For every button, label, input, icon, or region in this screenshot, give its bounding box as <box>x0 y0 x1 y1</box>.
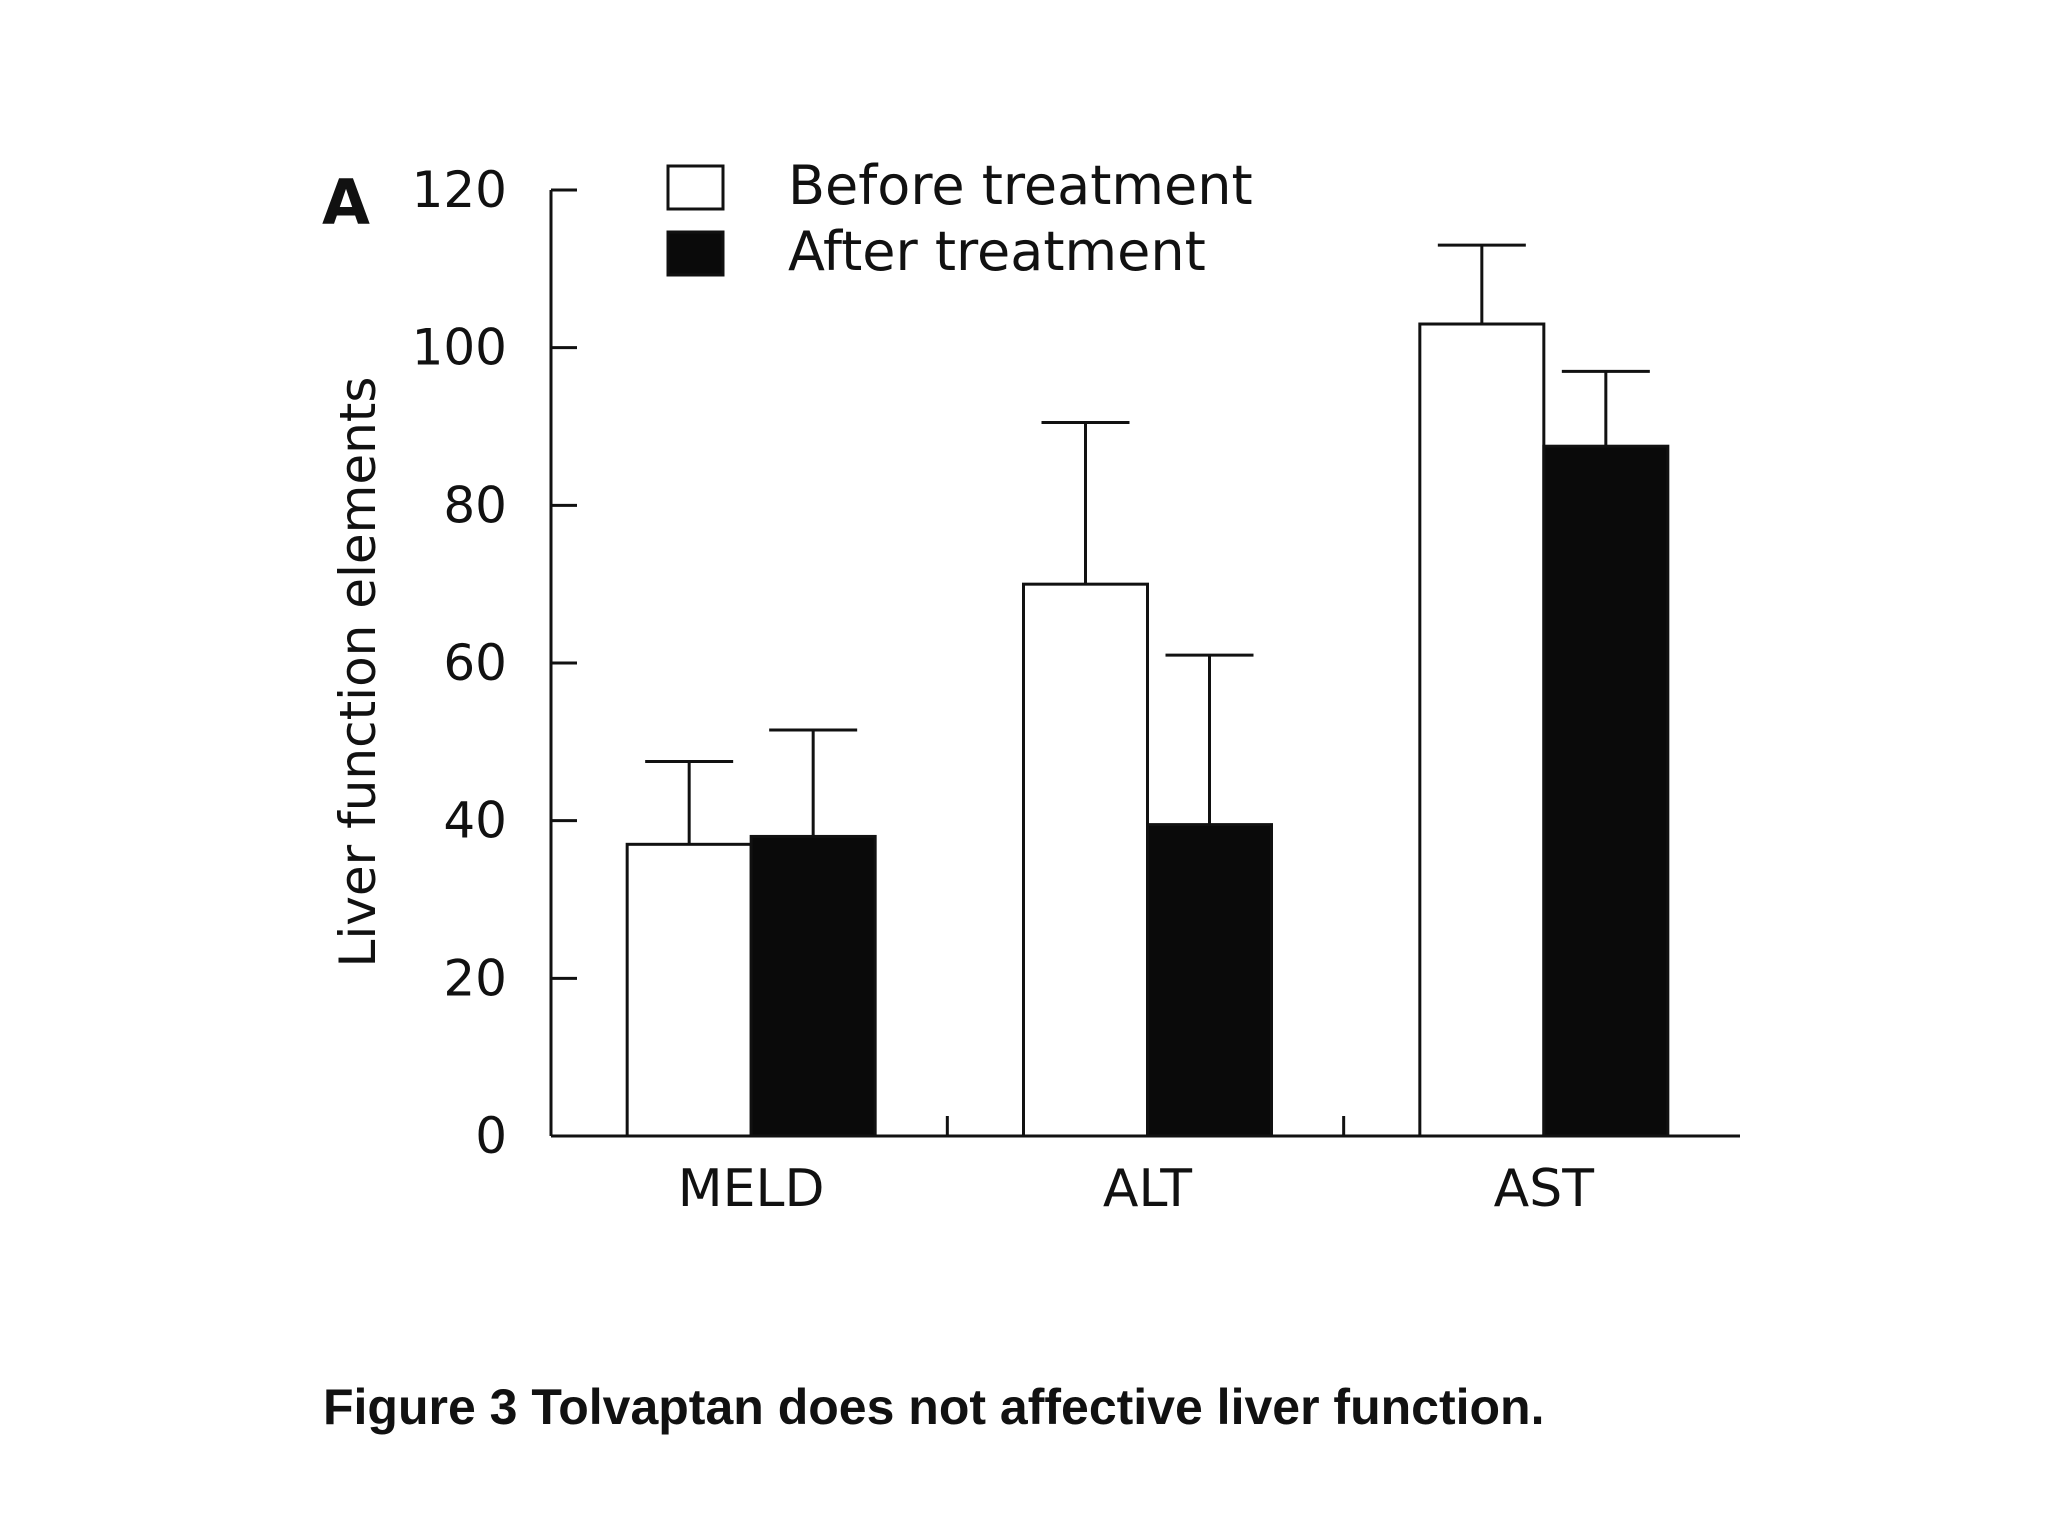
x-tick-label: ALT <box>1103 1159 1192 1219</box>
bar-meld-before <box>625 842 753 1138</box>
y-tick-label: 60 <box>443 634 507 692</box>
y-tick-label: 20 <box>443 949 507 1007</box>
bar-ast-before <box>1418 322 1546 1138</box>
bars <box>625 243 1670 1138</box>
y-axis-title: Liver function elements <box>329 377 387 968</box>
y-tick-label: 120 <box>412 161 507 219</box>
legend-label: After treatment <box>788 220 1206 283</box>
bar-alt-before <box>1022 582 1149 1138</box>
y-tick-label: 0 <box>475 1107 507 1165</box>
y-tick-label: 100 <box>412 319 507 377</box>
x-tick-label: MELD <box>678 1159 825 1219</box>
legend-swatch <box>666 164 725 211</box>
bar-ast-after <box>1542 444 1670 1138</box>
x-tick-label: AST <box>1494 1159 1595 1219</box>
bar-meld-after <box>749 834 877 1138</box>
y-tick-label: 40 <box>443 792 507 850</box>
figure-caption: Figure 3 Tolvaptan does not affective li… <box>323 1379 1545 1435</box>
y-tick-label: 80 <box>443 476 507 534</box>
panel-label: A <box>322 166 370 239</box>
bar-alt-after <box>1146 823 1273 1138</box>
legend-swatch <box>666 230 725 277</box>
axes: 0 20 40 60 80 100 120 MELD ALT AST <box>412 161 1740 1219</box>
caption-next-line-cut <box>323 1446 1743 1464</box>
legend-label: Before treatment <box>788 154 1253 217</box>
